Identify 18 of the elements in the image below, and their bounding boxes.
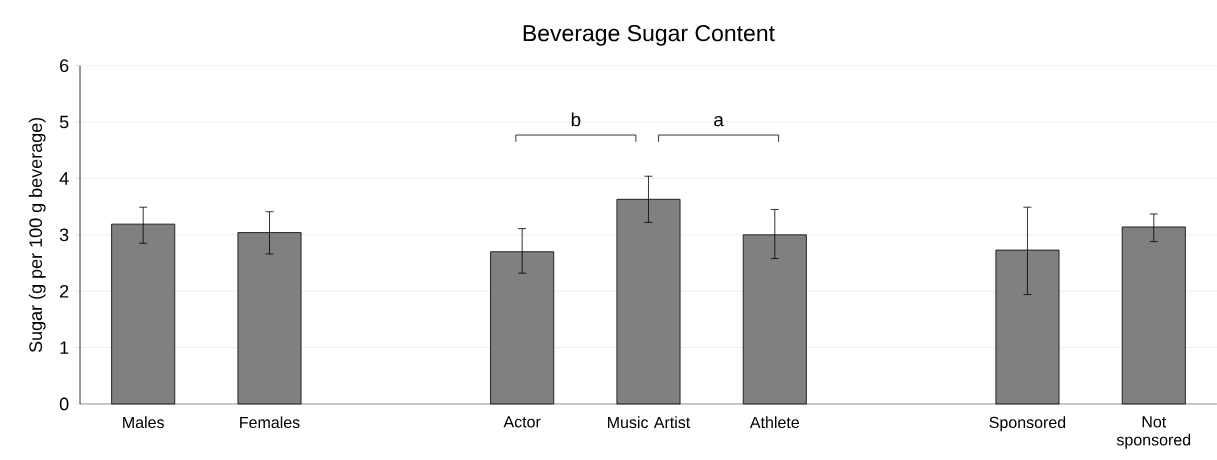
x-tick-label: Sponsored bbox=[989, 416, 1066, 432]
annotation: a bbox=[714, 115, 724, 127]
y-tick-label: 5 bbox=[59, 115, 69, 129]
y-axis-title: Sugar (g per 100 g beverage) bbox=[28, 117, 46, 353]
y-tick-label: 1 bbox=[60, 341, 69, 354]
y-tick-label: 3 bbox=[59, 228, 69, 242]
chart-title: Beverage Sugar Content bbox=[523, 25, 775, 46]
y-tick-label: 2 bbox=[60, 284, 69, 298]
x-tick-label: Females bbox=[240, 416, 300, 429]
x-tick-label: Music Artist bbox=[608, 416, 691, 429]
y-tick-label: 4 bbox=[59, 172, 69, 185]
x-tick-label: Athlete bbox=[749, 416, 799, 429]
annotation: b bbox=[571, 112, 581, 127]
x-tick-label: Actor bbox=[503, 416, 541, 428]
y-tick-label: 6 bbox=[60, 59, 69, 73]
x-tick-label: Not sponsored bbox=[1116, 416, 1191, 449]
y-tick-label: 0 bbox=[59, 397, 69, 411]
x-tick-label: Males bbox=[123, 416, 164, 429]
